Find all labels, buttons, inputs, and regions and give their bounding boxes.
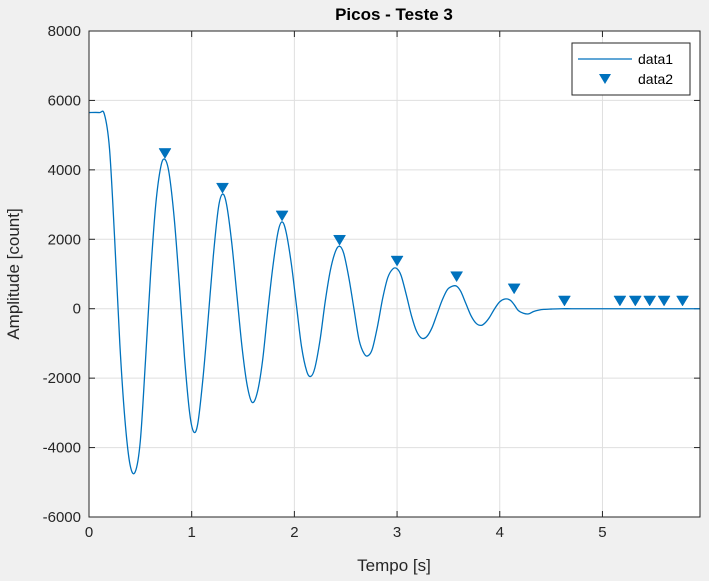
plot-area <box>89 31 700 517</box>
peak-marker <box>676 295 689 307</box>
series-layer <box>88 110 700 475</box>
y-tick-label: -2000 <box>43 370 81 387</box>
legend-swatch-marker <box>599 74 611 84</box>
peak-marker <box>390 255 404 267</box>
y-tick-label: -6000 <box>43 509 81 526</box>
x-tick-label: 0 <box>85 524 93 541</box>
peak-marker <box>216 182 229 194</box>
plot-frame <box>88 30 701 518</box>
y-tick-label: 4000 <box>48 162 81 179</box>
peak-marker <box>507 283 521 295</box>
y-axis-label: Amplitude [count] <box>4 208 23 339</box>
y-tick-label: 2000 <box>48 231 81 248</box>
x-tick-label: 3 <box>393 524 401 541</box>
peak-marker <box>333 234 347 246</box>
peak-marker <box>558 295 571 307</box>
peak-marker <box>275 210 289 222</box>
peak-marker <box>657 295 671 307</box>
series-line-data1 <box>88 110 700 475</box>
x-tick-label: 4 <box>496 524 504 541</box>
peak-marker <box>158 148 172 159</box>
peak-marker <box>450 271 464 283</box>
peak-marker <box>613 295 627 307</box>
legend-box <box>571 42 691 96</box>
legend-label: data2 <box>638 71 673 87</box>
tick-labels: 0 1 2 3 4 5 -6000 -4000 -2000 0 2000 4000 6000 8000 <box>43 23 607 541</box>
chart-title: Picos - Teste 3 <box>335 5 453 24</box>
y-tick-label: 0 <box>73 301 81 318</box>
y-tick-label: 8000 <box>48 23 81 40</box>
x-tick-label: 2 <box>290 524 298 541</box>
y-tick-label: -4000 <box>43 440 81 457</box>
x-axis-label: Tempo [s] <box>357 556 431 575</box>
y-tick-label: 6000 <box>48 92 81 109</box>
legend: data1 data2 <box>571 42 691 96</box>
peak-marker <box>643 295 657 307</box>
x-tick-label: 1 <box>188 524 196 541</box>
peak-marker <box>628 295 642 307</box>
legend-label: data1 <box>638 51 673 67</box>
x-tick-label: 5 <box>598 524 606 541</box>
